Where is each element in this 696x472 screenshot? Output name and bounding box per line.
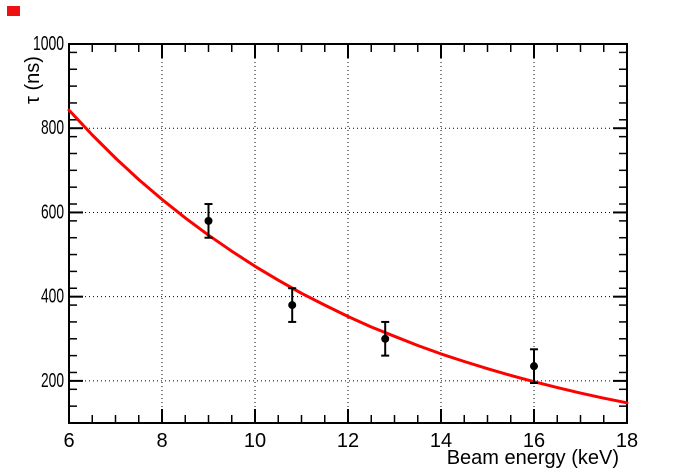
y-tick-label: 600 [41,201,64,223]
y-tick-label: 800 [41,117,64,139]
y-axis-title: τ (ns) [22,56,44,104]
data-point-marker [381,334,390,343]
x-tick-label: 16 [523,430,545,452]
data-point-marker [530,362,538,371]
x-axis-title: Beam energy (keV) [446,447,619,469]
red-corner-marker [7,6,20,16]
x-tick-label: 12 [337,430,359,452]
data-point-marker [204,216,213,225]
data-point-marker [288,301,297,310]
x-tick-label: 6 [63,430,74,452]
x-tick-label: 18 [616,430,638,452]
x-tick-label: 10 [244,430,266,452]
y-tick-label: 200 [41,370,64,392]
x-tick-label: 8 [156,430,167,452]
y-tick-label: 400 [41,286,64,308]
y-tick-label: 1000 [33,33,64,55]
x-tick-label: 14 [430,430,452,452]
